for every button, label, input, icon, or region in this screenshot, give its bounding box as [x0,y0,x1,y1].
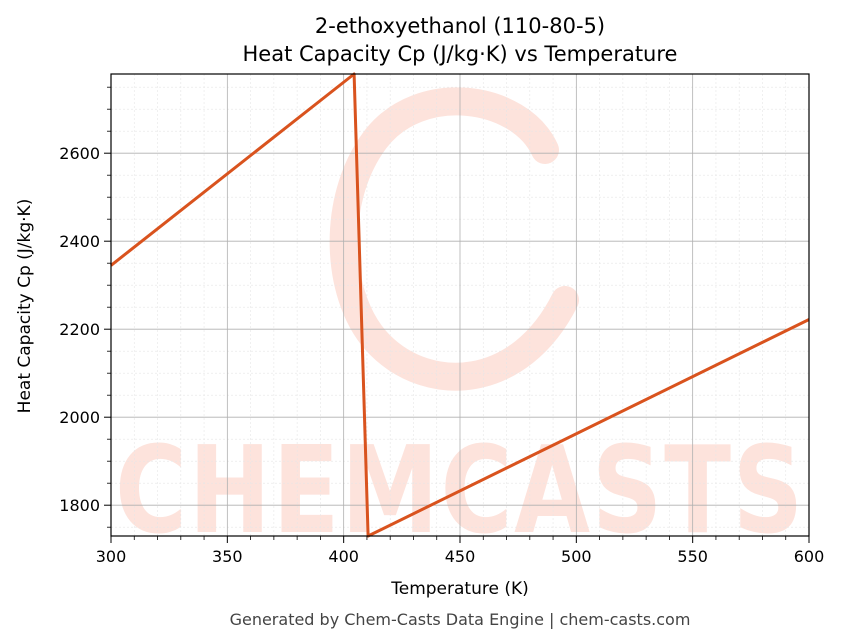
chart-title-line-2: Heat Capacity Cp (J/kg·K) vs Temperature [243,42,678,66]
y-tick-labels: 1800 2000 2200 2400 2600 [59,144,100,515]
major-gridlines [110,74,810,536]
y-tick-label: 1800 [59,496,100,515]
data-series [110,72,810,538]
footer-credit: Generated by Chem-Casts Data Engine | ch… [230,610,691,629]
chart-title-line-1: 2-ethoxyethanol (110-80-5) [315,14,605,38]
x-tick-label: 300 [96,547,127,566]
x-tick-label: 400 [328,547,359,566]
y-axis-label: Heat Capacity Cp (J/kg·K) [15,199,35,414]
x-tick-label: 450 [445,547,476,566]
x-tick-label: 550 [677,547,708,566]
axis-ticks [104,86,810,543]
y-tick-label: 2600 [59,144,100,163]
x-tick-labels: 300 350 400 450 500 550 600 [96,547,825,566]
watermark-logo [329,87,579,391]
x-tick-label: 600 [794,547,825,566]
series-line [110,72,810,538]
x-tick-label: 350 [212,547,243,566]
y-tick-label: 2400 [59,232,100,251]
x-tick-label: 500 [561,547,592,566]
y-tick-label: 2200 [59,320,100,339]
x-axis-label: Temperature (K) [390,579,529,599]
y-tick-label: 2000 [59,408,100,427]
